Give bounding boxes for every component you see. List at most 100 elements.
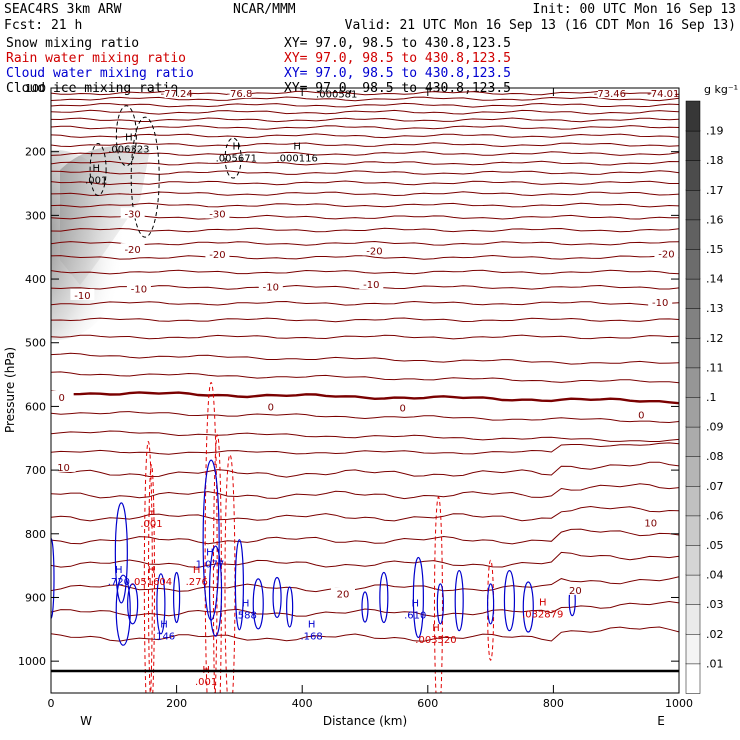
x-axis: 0 200 400 600 800 1000 [48,88,693,710]
contour-label-bg [227,88,252,99]
contour-label: 10 [644,518,657,529]
y-axis-label: Pressure (hPa) [3,347,17,433]
contour-label: 0 [638,411,644,422]
x-tick-label: 1000 [665,697,693,710]
isotherm-line [51,117,679,123]
maximum-value-label: .000116 [276,153,317,164]
isotherm-line [51,442,679,455]
maximum-value-label: .276 [186,577,208,588]
isotherm-line [51,269,679,275]
maximum-marker: H [242,599,250,610]
model-title: SEAC4RS 3km ARW [4,2,122,17]
cloud-water-contour [173,571,181,624]
cloud-water-contour [51,537,55,619]
contour-label-bg [651,88,676,99]
cloud-water-contour [379,571,389,624]
maximum-marker: H [193,565,201,576]
contour-label: -30 [124,209,140,220]
snow-shading [51,146,150,340]
contour-label: 20 [337,590,350,601]
isotherm-line [51,626,679,642]
y-tick-label: 700 [25,464,46,477]
contour-label: -76.8 [226,89,252,100]
contour-label-bg [51,460,76,472]
isotherm-line [51,551,679,568]
x-direction-west: W [80,714,92,728]
contour-label-bg [126,282,151,294]
colorbar-level-label: .02 [706,628,724,641]
colorbar-swatch [685,603,701,635]
isotherm-line [51,151,679,156]
isotherm-line [51,109,679,115]
isotherm-line [51,90,679,96]
contour-label-bg [258,280,283,292]
isotherm-line [51,600,679,617]
colorbar-swatch [685,189,701,221]
isotherm-line [51,160,679,166]
contour-labels: -77.24 -76.8 -73.46 -74.01-30 -30-20 -20 -20 -2… [51,88,679,601]
contour-label: -20 [658,250,674,261]
cloud-water-contours [51,459,576,646]
maxima-labels: H.006323H.001H.005671H.000116H.000581H.0… [85,88,563,688]
colorbar-level-label: .01 [706,657,724,670]
colorbar: g kg⁻¹ .01 .02 .03 .04 .05 .06 .07 .08 .09 .1 .11.… [685,83,738,694]
cloud-water-contour [286,586,294,628]
field-name-rain: Rain water mixing ratio [6,51,186,66]
valid-time: Valid: 21 UTC Mon 16 Sep 13 (16 CDT Mon … [345,18,736,33]
isotherm-line [51,125,679,130]
maximum-marker: H [125,132,133,143]
field-name-cloud-water: Cloud water mixing ratio [6,66,194,81]
colorbar-swatch [685,367,701,398]
colorbar-level-label: .15 [706,243,724,256]
isotherm-line [51,300,679,306]
plot-area: -77.24 -76.8 -73.46 -74.01-30 -30-20 -20 -20 -2… [51,88,679,693]
field-name-snow: Snow mixing ratio [6,36,139,51]
contour-label: -73.46 [594,89,626,100]
isotherm-line [51,142,679,148]
colorbar-swatch [685,248,701,280]
contour-label-bg [120,243,145,255]
contour-label: -20 [209,250,225,261]
colorbar-swatch [685,515,701,546]
isotherm-line [51,317,679,323]
y-tick-label: 200 [25,146,46,159]
cloud-ice-contour [115,105,137,167]
contour-label: 0 [268,402,274,413]
rain-water-contour [147,464,155,693]
cloud-ice-contour [89,143,107,197]
contour-label-bg [597,88,622,99]
colorbar-swatch [685,100,701,132]
center-label: NCAR/MMM [233,2,296,17]
isotherm-line [51,352,679,365]
contour-label: -20 [366,246,382,257]
contour-label: -74.01 [647,89,679,100]
contour-label: -10 [74,291,90,302]
colorbar-unit: g kg⁻¹ [704,83,738,96]
isotherm-line [51,102,679,108]
maximum-marker: H [160,620,168,631]
maximum-value-label: .006323 [108,144,149,155]
contour-label: 20 [569,586,582,597]
cloud-water-contour [127,583,139,625]
isotherm-line [51,180,679,186]
colorbar-level-label: .08 [706,450,724,463]
maximum-marker: H [539,597,547,608]
cloud-water-contour [361,591,369,623]
isotherm-line [51,214,679,220]
colorbar-swatch [685,574,701,605]
cloud-water-contour [252,578,264,630]
contour-label: -10 [652,298,668,309]
contour-label: -30 [209,209,225,220]
isotherm-line [51,96,679,102]
y-tick-label: 1000 [18,655,46,668]
colorbar-swatch [685,663,701,694]
maximum-marker: H [206,548,214,559]
x-axis-label: Distance (km) [323,714,407,728]
cloud-water-contour [454,570,464,632]
colorbar-swatch [685,337,701,369]
colorbar-swatch [685,485,701,517]
maximum-value-label: 1.077 [196,560,225,571]
x-tick-label: 0 [48,697,55,710]
